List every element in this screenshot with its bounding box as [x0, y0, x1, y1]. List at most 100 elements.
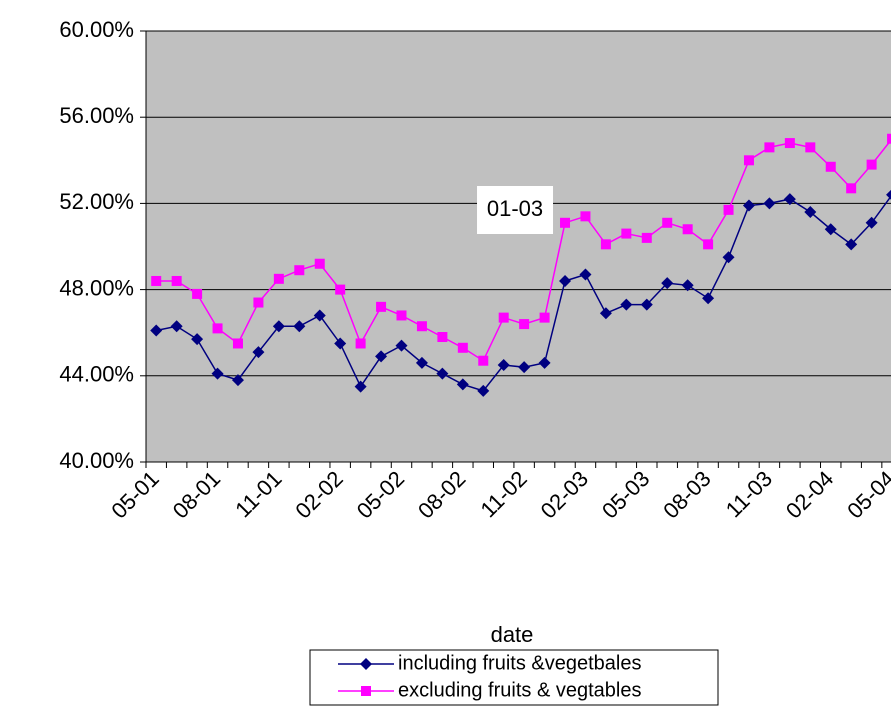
x-tick-label: 05-03 [597, 466, 654, 523]
marker [360, 658, 372, 670]
marker [845, 238, 858, 251]
marker [662, 217, 673, 228]
marker [722, 251, 735, 264]
marker [457, 342, 468, 353]
x-tick-label: 02-04 [781, 466, 838, 523]
marker [846, 183, 857, 194]
marker [519, 319, 530, 330]
x-tick-label: 08-03 [658, 466, 715, 523]
y-tick-label: 44.00% [59, 362, 134, 387]
marker [375, 350, 388, 363]
marker [538, 356, 551, 369]
marker [702, 292, 715, 305]
x-tick-label: 08-02 [413, 466, 470, 523]
marker [396, 310, 407, 321]
marker [783, 193, 796, 206]
x-tick-label: 11-02 [475, 466, 531, 522]
marker [253, 297, 264, 308]
marker [272, 320, 285, 333]
marker [415, 356, 428, 369]
marker [887, 133, 891, 144]
marker [151, 275, 162, 286]
annotation-box [477, 186, 554, 234]
marker [599, 307, 612, 320]
marker [361, 686, 371, 696]
x-tick-label: 11-01 [230, 466, 286, 522]
marker [539, 312, 550, 323]
x-tick-label: 05-04 [842, 466, 891, 523]
marker [150, 324, 163, 337]
marker [355, 338, 366, 349]
marker [437, 332, 448, 343]
marker [804, 206, 817, 219]
legend-label: including fruits &vegetbales [398, 652, 641, 674]
marker [334, 337, 347, 350]
marker [886, 189, 891, 200]
marker [212, 323, 223, 334]
y-tick-label: 56.00% [59, 103, 134, 128]
marker [703, 239, 714, 250]
marker [518, 361, 531, 374]
marker [497, 359, 510, 372]
marker [273, 273, 284, 284]
marker [395, 339, 408, 352]
marker [354, 380, 367, 393]
marker [416, 321, 427, 332]
marker [294, 265, 305, 276]
marker [232, 338, 243, 349]
marker [335, 284, 346, 295]
marker [580, 211, 591, 222]
legend-box [309, 649, 719, 706]
x-tick-label: 02-02 [290, 466, 347, 523]
marker [866, 159, 877, 170]
x-tick-label: 05-02 [352, 466, 409, 523]
marker [640, 298, 653, 311]
marker [231, 374, 244, 387]
marker [477, 384, 490, 397]
x-tick-label: 11-03 [721, 466, 777, 522]
marker [805, 142, 816, 153]
y-tick-label: 40.00% [59, 448, 134, 473]
marker [560, 217, 571, 228]
marker [170, 320, 183, 333]
marker [293, 320, 306, 333]
marker [579, 268, 592, 281]
marker [192, 288, 203, 299]
marker [498, 312, 509, 323]
marker [784, 138, 795, 149]
plot-area [145, 30, 891, 463]
marker [621, 228, 632, 239]
y-tick-label: 52.00% [59, 189, 134, 214]
plot: 40.00% 44.00% 48.00% 52.00% 56.00% 60.00% 05-0… [59, 17, 891, 523]
marker [865, 216, 878, 229]
marker [825, 161, 836, 172]
x-axis-title: date [491, 622, 534, 647]
marker [742, 199, 755, 212]
annotation: 01-03 [487, 196, 543, 221]
y-tick-label: 48.00% [59, 275, 134, 300]
marker [478, 355, 489, 366]
marker [252, 346, 265, 359]
marker [376, 301, 387, 312]
marker [211, 367, 224, 380]
marker [559, 274, 572, 287]
marker [824, 223, 837, 236]
marker [763, 197, 776, 210]
marker [723, 204, 734, 215]
marker [600, 239, 611, 250]
marker [641, 232, 652, 243]
marker [191, 333, 204, 346]
marker [171, 275, 182, 286]
marker [681, 279, 694, 292]
x-tick-label: 08-01 [168, 466, 225, 523]
marker [661, 277, 674, 290]
x-tick-label: 02-03 [536, 466, 593, 523]
marker [314, 258, 325, 269]
legend-label: excluding fruits & vegtables [398, 679, 641, 701]
marker [436, 367, 449, 380]
marker [313, 309, 326, 322]
marker [456, 378, 469, 391]
marker [743, 155, 754, 166]
x-tick-label: 05-01 [106, 466, 163, 523]
